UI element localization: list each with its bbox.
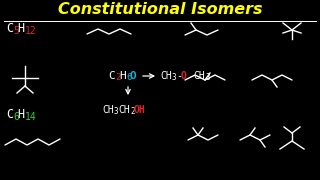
Text: OH: OH	[134, 105, 146, 115]
Text: O: O	[130, 71, 137, 81]
Text: C: C	[108, 71, 115, 81]
Text: 2: 2	[115, 73, 120, 82]
Text: CH: CH	[193, 71, 205, 81]
Text: H: H	[17, 109, 24, 122]
Text: O: O	[181, 71, 187, 81]
Text: 12: 12	[25, 26, 37, 36]
Text: -: -	[176, 71, 182, 81]
Text: 2: 2	[130, 107, 135, 116]
Text: 14: 14	[25, 112, 37, 122]
Text: -: -	[188, 71, 194, 81]
Text: CH: CH	[118, 105, 130, 115]
Text: 3: 3	[172, 73, 177, 82]
Text: 6: 6	[126, 73, 132, 82]
Text: CH: CH	[102, 105, 114, 115]
Text: H: H	[17, 22, 24, 35]
Text: CH: CH	[160, 71, 172, 81]
Text: 5: 5	[13, 26, 19, 36]
Text: 3: 3	[205, 73, 210, 82]
Text: C: C	[6, 109, 13, 122]
Text: 3: 3	[114, 107, 119, 116]
Text: H: H	[119, 71, 126, 81]
Text: C: C	[6, 22, 13, 35]
Text: 6: 6	[13, 112, 19, 122]
Text: Constitutional Isomers: Constitutional Isomers	[58, 3, 262, 17]
